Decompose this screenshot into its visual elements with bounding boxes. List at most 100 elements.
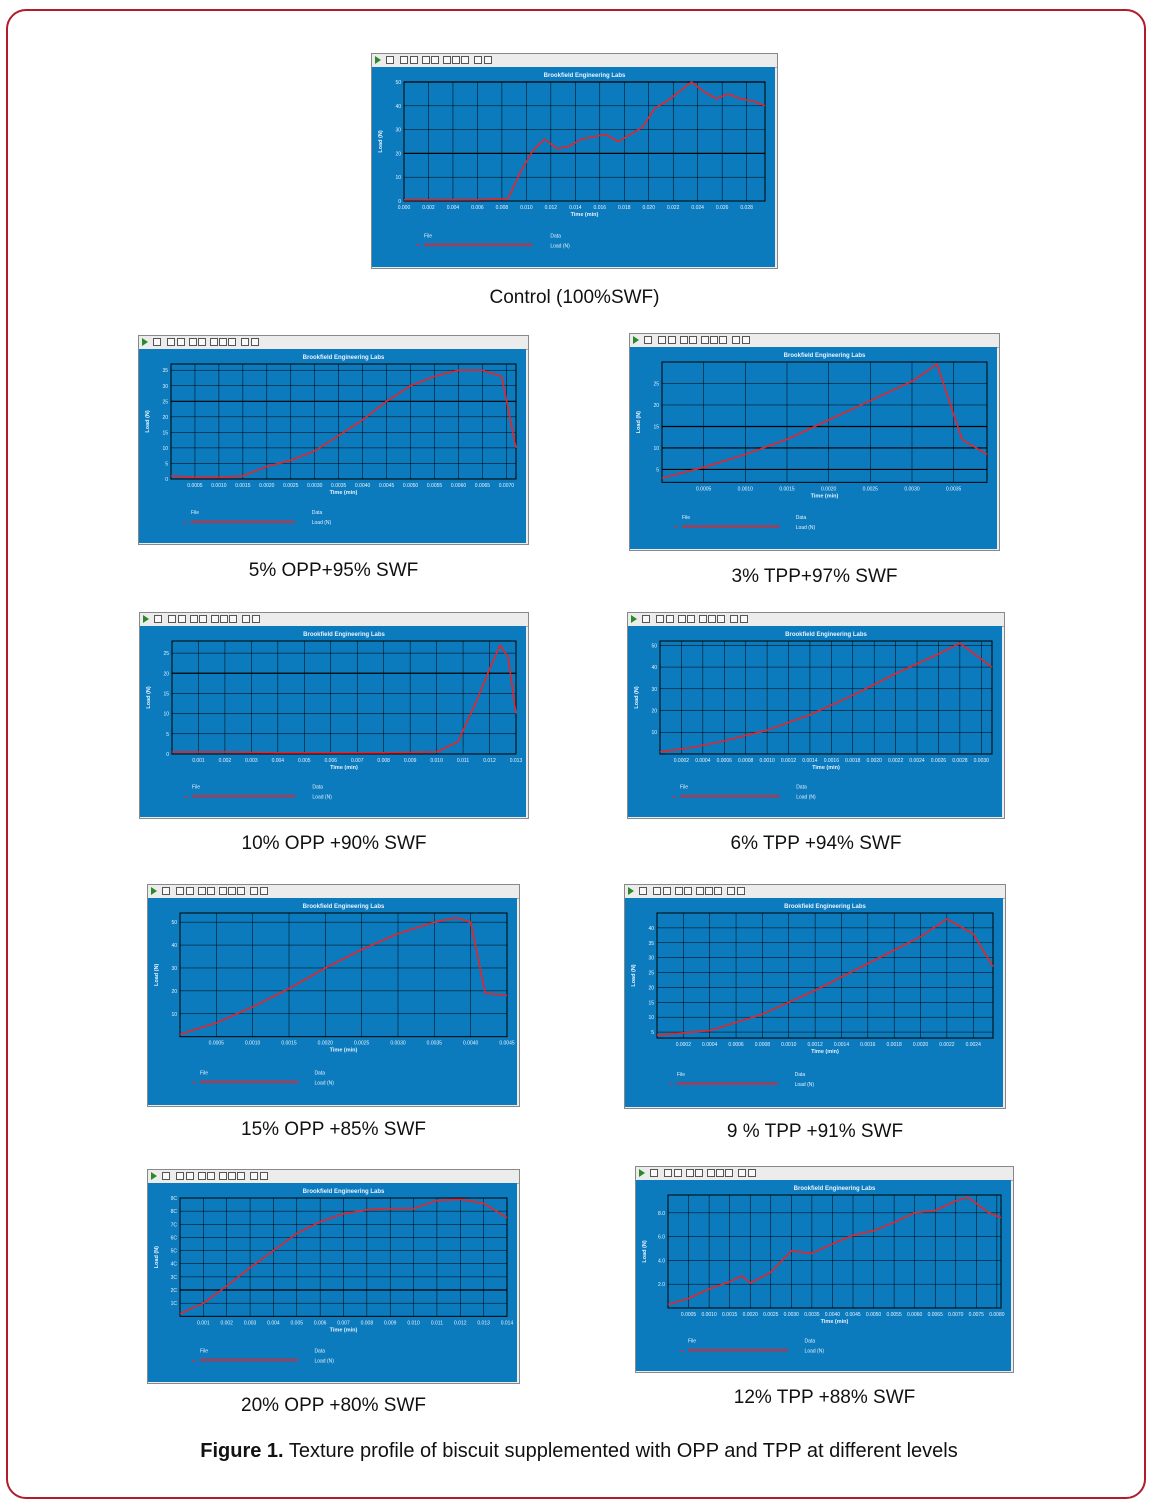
select-box-icon[interactable] — [452, 56, 460, 64]
select-box-icon[interactable] — [220, 615, 228, 623]
copy-icon[interactable] — [242, 615, 250, 623]
pause-icon[interactable] — [162, 887, 170, 895]
fit-width-icon[interactable] — [461, 56, 469, 64]
select-box-icon[interactable] — [710, 336, 718, 344]
fit-width-icon[interactable] — [719, 336, 727, 344]
copy-icon[interactable] — [250, 1172, 258, 1180]
pause-icon[interactable] — [650, 1169, 658, 1177]
fit-width-icon[interactable] — [714, 887, 722, 895]
zoom-out-icon[interactable] — [207, 887, 215, 895]
select-box-icon[interactable] — [708, 615, 716, 623]
pointer-icon[interactable] — [210, 338, 218, 346]
pan-icon[interactable] — [666, 615, 674, 623]
pan-icon[interactable] — [186, 1172, 194, 1180]
zoom-out-icon[interactable] — [684, 887, 692, 895]
play-icon[interactable] — [631, 615, 637, 623]
play-icon[interactable] — [151, 887, 157, 895]
fit-width-icon[interactable] — [237, 887, 245, 895]
zoom-out-icon[interactable] — [199, 615, 207, 623]
pan-icon[interactable] — [663, 887, 671, 895]
zoom-in-icon[interactable] — [189, 338, 197, 346]
play-icon[interactable] — [142, 338, 148, 346]
select-box-icon[interactable] — [705, 887, 713, 895]
copy-icon[interactable] — [241, 338, 249, 346]
zoom-in-icon[interactable] — [686, 1169, 694, 1177]
pan-icon[interactable] — [674, 1169, 682, 1177]
print-icon[interactable] — [484, 56, 492, 64]
pause-icon[interactable] — [386, 56, 394, 64]
zoom-out-icon[interactable] — [687, 615, 695, 623]
fit-width-icon[interactable] — [725, 1169, 733, 1177]
crosshair-icon[interactable] — [658, 336, 666, 344]
print-icon[interactable] — [748, 1169, 756, 1177]
pause-icon[interactable] — [644, 336, 652, 344]
pan-icon[interactable] — [178, 615, 186, 623]
print-icon[interactable] — [737, 887, 745, 895]
pointer-icon[interactable] — [443, 56, 451, 64]
pan-icon[interactable] — [410, 56, 418, 64]
select-box-icon[interactable] — [716, 1169, 724, 1177]
zoom-in-icon[interactable] — [198, 1172, 206, 1180]
fit-width-icon[interactable] — [229, 615, 237, 623]
pointer-icon[interactable] — [707, 1169, 715, 1177]
print-icon[interactable] — [251, 338, 259, 346]
zoom-in-icon[interactable] — [422, 56, 430, 64]
copy-icon[interactable] — [732, 336, 740, 344]
copy-icon[interactable] — [250, 887, 258, 895]
pan-icon[interactable] — [177, 338, 185, 346]
crosshair-icon[interactable] — [176, 887, 184, 895]
play-icon[interactable] — [639, 1169, 645, 1177]
zoom-in-icon[interactable] — [675, 887, 683, 895]
pan-icon[interactable] — [668, 336, 676, 344]
pause-icon[interactable] — [154, 615, 162, 623]
print-icon[interactable] — [742, 336, 750, 344]
pan-icon[interactable] — [186, 887, 194, 895]
crosshair-icon[interactable] — [168, 615, 176, 623]
pointer-icon[interactable] — [219, 887, 227, 895]
copy-icon[interactable] — [730, 615, 738, 623]
copy-icon[interactable] — [727, 887, 735, 895]
play-icon[interactable] — [628, 887, 634, 895]
crosshair-icon[interactable] — [656, 615, 664, 623]
zoom-in-icon[interactable] — [678, 615, 686, 623]
select-box-icon[interactable] — [228, 887, 236, 895]
print-icon[interactable] — [252, 615, 260, 623]
zoom-out-icon[interactable] — [431, 56, 439, 64]
select-box-icon[interactable] — [219, 338, 227, 346]
zoom-in-icon[interactable] — [190, 615, 198, 623]
crosshair-icon[interactable] — [400, 56, 408, 64]
fit-width-icon[interactable] — [717, 615, 725, 623]
zoom-out-icon[interactable] — [207, 1172, 215, 1180]
crosshair-icon[interactable] — [167, 338, 175, 346]
crosshair-icon[interactable] — [664, 1169, 672, 1177]
fit-width-icon[interactable] — [228, 338, 236, 346]
play-icon[interactable] — [375, 56, 381, 64]
pause-icon[interactable] — [153, 338, 161, 346]
zoom-in-icon[interactable] — [680, 336, 688, 344]
copy-icon[interactable] — [474, 56, 482, 64]
zoom-out-icon[interactable] — [695, 1169, 703, 1177]
pointer-icon[interactable] — [211, 615, 219, 623]
fit-width-icon[interactable] — [237, 1172, 245, 1180]
zoom-out-icon[interactable] — [198, 338, 206, 346]
pointer-icon[interactable] — [701, 336, 709, 344]
crosshair-icon[interactable] — [176, 1172, 184, 1180]
play-icon[interactable] — [151, 1172, 157, 1180]
pointer-icon[interactable] — [699, 615, 707, 623]
play-icon[interactable] — [143, 615, 149, 623]
print-icon[interactable] — [260, 1172, 268, 1180]
pause-icon[interactable] — [642, 615, 650, 623]
pointer-icon[interactable] — [219, 1172, 227, 1180]
copy-icon[interactable] — [738, 1169, 746, 1177]
play-icon[interactable] — [633, 336, 639, 344]
pause-icon[interactable] — [162, 1172, 170, 1180]
crosshair-icon[interactable] — [653, 887, 661, 895]
pointer-icon[interactable] — [696, 887, 704, 895]
print-icon[interactable] — [260, 887, 268, 895]
zoom-out-icon[interactable] — [689, 336, 697, 344]
select-box-icon[interactable] — [228, 1172, 236, 1180]
print-icon[interactable] — [740, 615, 748, 623]
pause-icon[interactable] — [639, 887, 647, 895]
zoom-in-icon[interactable] — [198, 887, 206, 895]
y-tick-label: 9C — [171, 1196, 178, 1202]
